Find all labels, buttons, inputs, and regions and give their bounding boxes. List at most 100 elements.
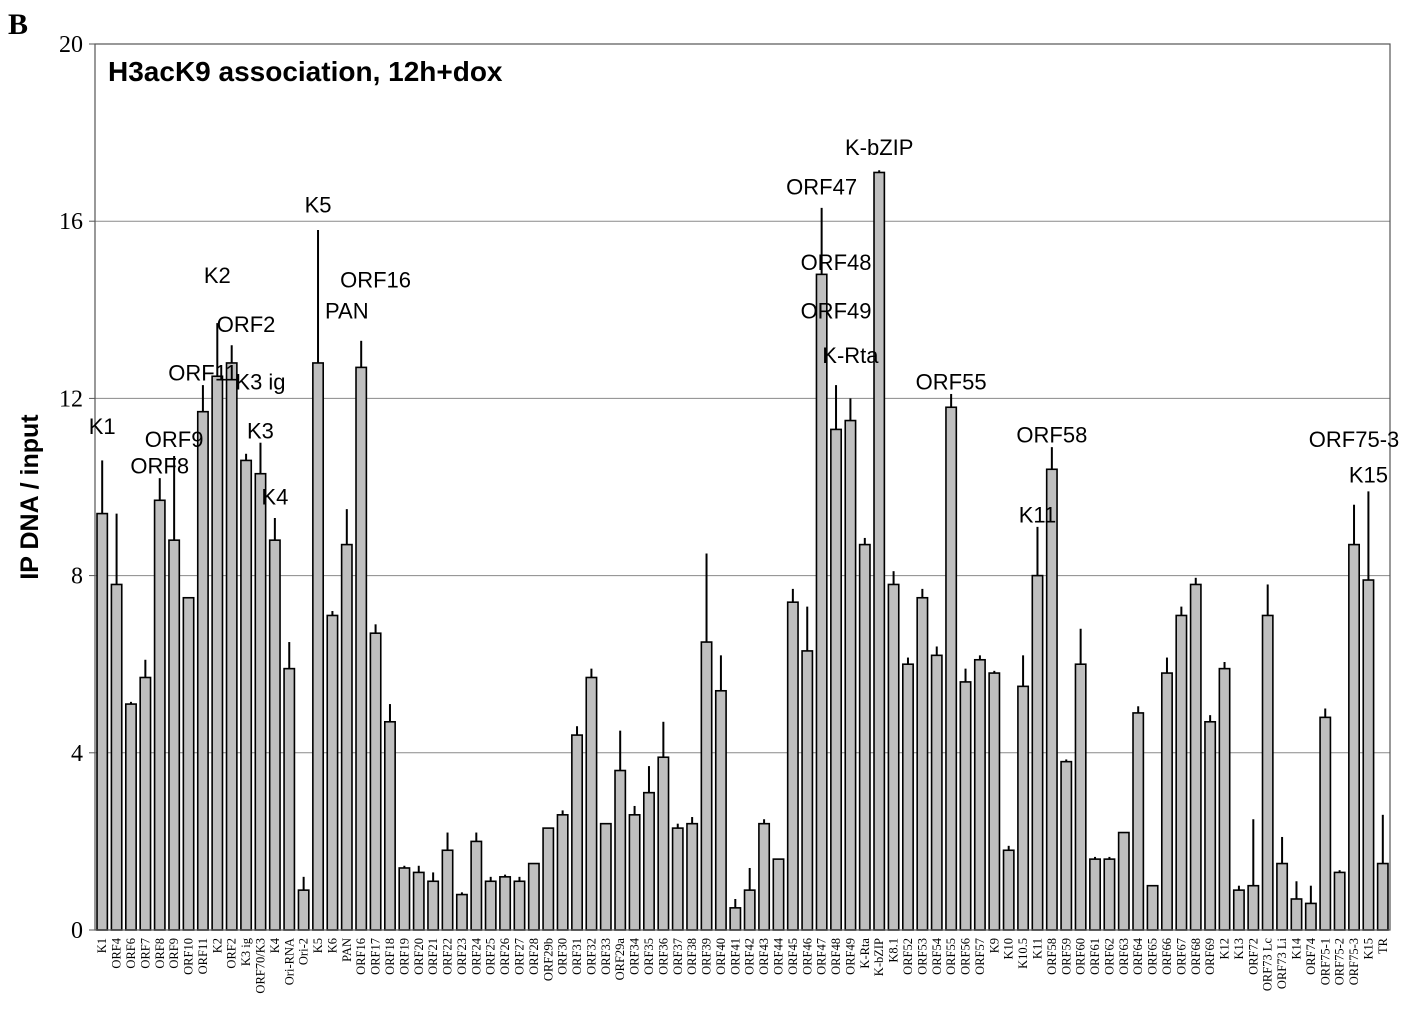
x-tick-label: K-bZIP — [872, 938, 886, 976]
x-tick-label: K-Rta — [858, 938, 872, 969]
bar — [887, 583, 900, 931]
x-tick-label: ORF62 — [1102, 938, 1116, 975]
x-tick-label: ORF22 — [441, 938, 455, 975]
bar — [268, 539, 281, 931]
bar — [1304, 902, 1317, 931]
bar — [1017, 685, 1030, 931]
bar — [369, 632, 382, 931]
chart-title: H3acK9 association, 12h+dox — [108, 56, 503, 87]
bar — [1089, 858, 1102, 931]
bar-annotation: ORF49 — [801, 299, 872, 324]
y-axis-ticks: 0 4 8 12 16 20 — [59, 32, 95, 944]
y-axis-label: IP DNA / input — [16, 414, 44, 580]
x-tick-label: ORF69 — [1203, 938, 1217, 975]
bar — [1146, 884, 1159, 931]
x-tick-label: ORF60 — [1074, 938, 1088, 975]
bar — [758, 822, 771, 931]
bar — [700, 641, 713, 931]
x-tick-label: ORF11 — [196, 938, 210, 974]
x-tick-label: ORF26 — [498, 938, 512, 975]
x-tick-label: ORF24 — [469, 937, 483, 975]
bar — [1060, 760, 1073, 931]
bar-annotation: K15 — [1349, 463, 1388, 488]
x-tick-label: ORF19 — [397, 938, 411, 975]
x-tick-label: ORF73 Li — [1275, 937, 1289, 989]
x-tick-label: K12 — [1218, 938, 1232, 960]
x-tick-label: K3 ig — [239, 937, 253, 966]
x-tick-label: ORF25 — [484, 938, 498, 975]
x-tick-label: ORF28 — [527, 938, 541, 975]
gridlines — [95, 220, 1390, 754]
x-tick-label: ORF73 Lc — [1261, 938, 1275, 992]
x-tick-label: ORF16 — [354, 938, 368, 975]
bar — [542, 827, 555, 931]
x-tick-label: Ori-RNA — [282, 938, 296, 985]
x-tick-label: PAN — [340, 938, 354, 962]
x-tick-label: K11 — [1030, 938, 1044, 959]
bar-annotation: ORF75-3 — [1309, 427, 1399, 452]
bar — [312, 362, 325, 931]
x-tick-label: ORF49 — [843, 938, 857, 975]
bar-annotation: ORF2 — [217, 312, 276, 337]
bar — [1031, 574, 1044, 931]
bar — [441, 849, 454, 931]
x-tick-label: ORF9 — [167, 938, 181, 969]
bar — [340, 543, 353, 931]
x-tick-label: ORF29a — [613, 938, 627, 981]
bar-annotation: K-Rta — [822, 343, 879, 368]
x-tick-label: ORF40 — [714, 938, 728, 975]
x-tick-label: ORF53 — [915, 938, 929, 975]
bar — [959, 681, 972, 931]
bar — [556, 814, 569, 931]
x-tick-label: K9 — [987, 938, 1001, 953]
bar — [988, 672, 1001, 931]
bar — [916, 596, 929, 931]
x-tick-label: K10.5 — [1016, 938, 1030, 969]
x-tick-label: ORF42 — [743, 938, 757, 975]
x-tick-label: ORF7 — [138, 938, 152, 969]
x-tick-label: ORF55 — [944, 938, 958, 975]
bar-annotation: K11 — [1019, 502, 1057, 527]
bar — [1175, 614, 1188, 931]
x-tick-label: Ori-2 — [297, 938, 311, 965]
bar — [973, 658, 986, 931]
x-tick-label: ORF33 — [599, 938, 613, 975]
x-tick-label: ORF30 — [556, 938, 570, 975]
bar — [484, 880, 497, 931]
bar — [729, 907, 742, 931]
bar-annotation: K1 — [89, 414, 116, 439]
x-tick-label: K2 — [210, 938, 224, 953]
x-tick-label: ORF74 — [1304, 937, 1318, 975]
x-tick-label: ORF64 — [1131, 937, 1145, 975]
x-tick-label: ORF58 — [1045, 938, 1059, 975]
x-tick-label: ORF59 — [1059, 938, 1073, 975]
bar — [714, 689, 727, 931]
y-tick-label: 16 — [59, 209, 83, 235]
bar-annotation: K2 — [204, 263, 231, 288]
x-tick-label: ORF34 — [628, 937, 642, 975]
bar — [628, 814, 641, 931]
bar — [1160, 672, 1173, 931]
x-tick-label: ORF63 — [1117, 938, 1131, 975]
x-tick-label: ORF66 — [1160, 938, 1174, 975]
x-tick-label: ORF21 — [426, 938, 440, 975]
bar — [1362, 579, 1375, 931]
error-bars — [101, 170, 1384, 908]
x-tick-label: ORF6 — [124, 938, 138, 969]
x-tick-label: K14 — [1289, 937, 1303, 959]
bar — [470, 840, 483, 931]
x-tick-label: ORF10 — [182, 938, 196, 975]
bar-annotation: ORF16 — [340, 268, 411, 293]
bar — [96, 512, 109, 931]
bar — [1247, 884, 1260, 931]
y-tick-label: 8 — [71, 564, 83, 590]
bar — [571, 734, 584, 931]
bar — [139, 676, 152, 931]
x-tick-label: ORF48 — [829, 938, 843, 975]
bar — [743, 889, 756, 931]
x-tick-label: ORF36 — [656, 938, 670, 975]
x-tick-label: ORF27 — [512, 938, 526, 975]
bar — [671, 827, 684, 931]
bar — [642, 791, 655, 931]
x-tick-label: ORF8 — [153, 938, 167, 969]
